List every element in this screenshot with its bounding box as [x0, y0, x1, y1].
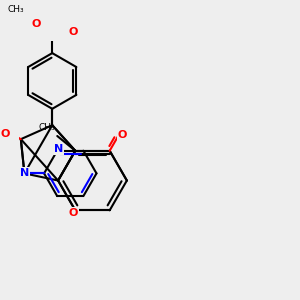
Text: CH₃: CH₃: [7, 5, 24, 14]
Text: O: O: [118, 130, 127, 140]
Text: O: O: [1, 129, 10, 139]
Text: N: N: [53, 144, 63, 154]
Text: CH₃: CH₃: [38, 123, 55, 132]
Text: N: N: [20, 168, 29, 178]
Text: O: O: [69, 208, 78, 218]
Text: O: O: [32, 19, 41, 29]
Text: O: O: [68, 27, 78, 37]
